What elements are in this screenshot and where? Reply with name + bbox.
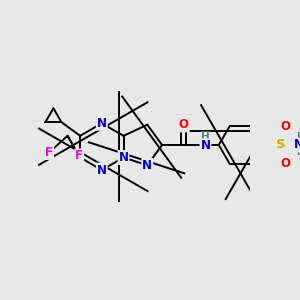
Text: S: S xyxy=(276,139,285,152)
Text: N: N xyxy=(97,164,107,176)
Text: O: O xyxy=(280,120,290,133)
Text: N: N xyxy=(142,159,152,172)
Text: O: O xyxy=(280,157,290,170)
Text: N: N xyxy=(97,117,107,130)
Text: O: O xyxy=(179,118,189,131)
Text: F: F xyxy=(75,149,83,162)
Text: N: N xyxy=(200,139,210,152)
Text: H: H xyxy=(201,133,210,142)
Text: H: H xyxy=(296,148,300,158)
Text: N: N xyxy=(294,139,300,152)
Text: F: F xyxy=(45,146,53,159)
Text: N: N xyxy=(118,151,128,164)
Text: H: H xyxy=(296,133,300,142)
